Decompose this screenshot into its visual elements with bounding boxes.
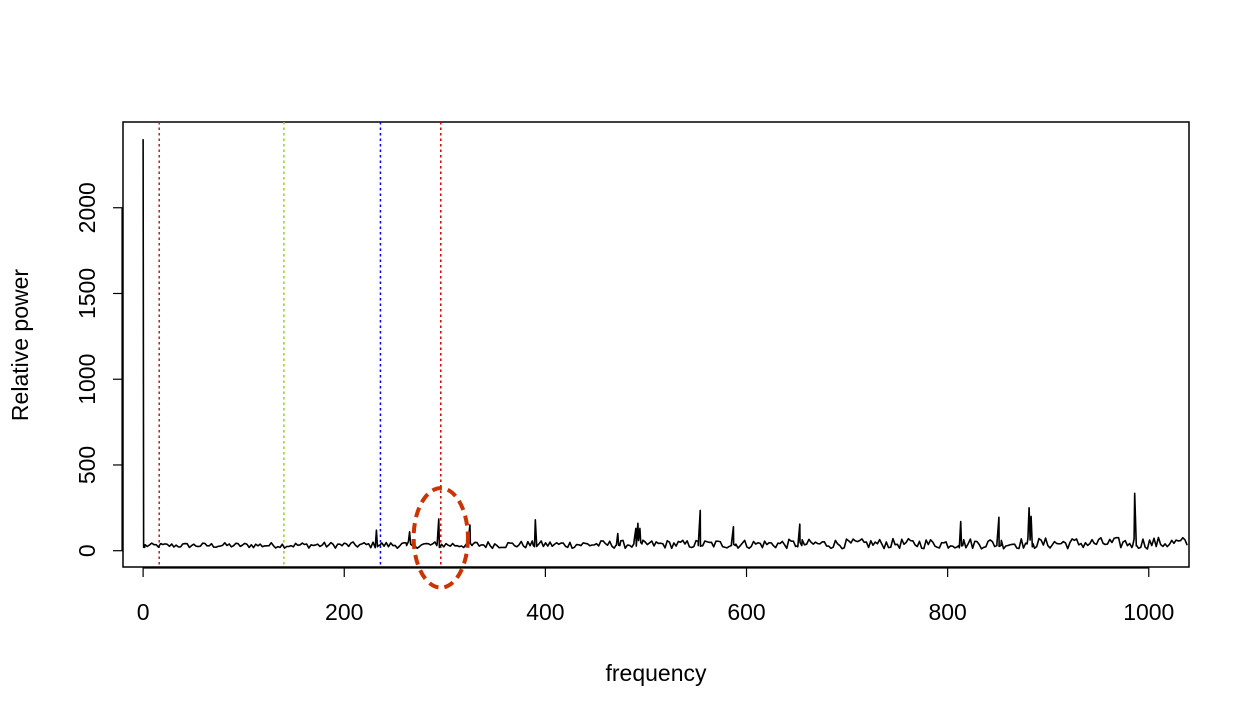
x-tick-label-4: 800 — [928, 599, 966, 625]
annotation-group — [411, 486, 470, 590]
plot-frame — [122, 121, 1190, 568]
y-axis: 0 500 1000 1500 2000 — [74, 182, 123, 557]
y-tick-label-2: 1000 — [74, 354, 100, 405]
x-axis: 0 200 400 600 800 1000 — [137, 567, 1174, 625]
x-axis-label: frequency — [605, 660, 707, 686]
x-tick-label-3: 600 — [727, 599, 765, 625]
x-tick-label-2: 400 — [526, 599, 564, 625]
highlight-ellipse — [411, 486, 470, 590]
x-tick-label-1: 200 — [325, 599, 363, 625]
y-tick-label-0: 0 — [74, 544, 100, 557]
series-line — [142, 139, 1188, 550]
x-tick-label-0: 0 — [137, 599, 150, 625]
y-axis-label: Relative power — [7, 269, 33, 421]
spectrum-series — [142, 139, 1188, 550]
y-tick-label-4: 2000 — [74, 182, 100, 233]
reference-lines — [158, 122, 442, 567]
y-tick-label-1: 500 — [74, 446, 100, 484]
x-tick-label-5: 1000 — [1123, 599, 1174, 625]
y-tick-label-3: 1500 — [74, 268, 100, 319]
